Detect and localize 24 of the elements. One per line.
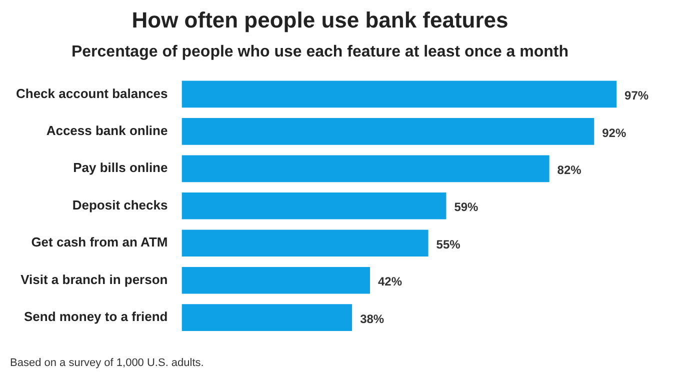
y-tick-label: Send money to a friend	[24, 309, 168, 324]
data-label: 42%	[378, 274, 402, 289]
chart-title: How often people use bank features	[132, 7, 508, 32]
data-label: 55%	[436, 237, 461, 252]
y-tick-label: Get cash from an ATM	[31, 234, 168, 250]
y-tick-label: Visit a branch in person	[20, 272, 168, 287]
bar	[182, 230, 428, 257]
data-label: 59%	[454, 200, 479, 214]
y-tick-label: Access bank online	[46, 123, 168, 138]
data-label: 38%	[360, 312, 384, 326]
bar	[182, 266, 370, 294]
bar	[182, 304, 352, 331]
y-tick-label: Pay bills online	[73, 160, 168, 176]
chart-subtitle: Percentage of people who use each feature at least once a month	[71, 43, 569, 60]
bar	[182, 118, 594, 145]
text: Based on a survey of 1,000 U.S. adults.	[10, 357, 204, 369]
y-tick-label: Check account balances	[16, 86, 168, 101]
data-label: 92%	[602, 126, 626, 140]
bar	[182, 192, 446, 220]
data-label: 97%	[624, 88, 649, 103]
bar	[182, 80, 617, 108]
data-label: 82%	[557, 162, 582, 177]
y-tick-label: Deposit checks	[72, 197, 168, 212]
bar	[182, 155, 550, 182]
